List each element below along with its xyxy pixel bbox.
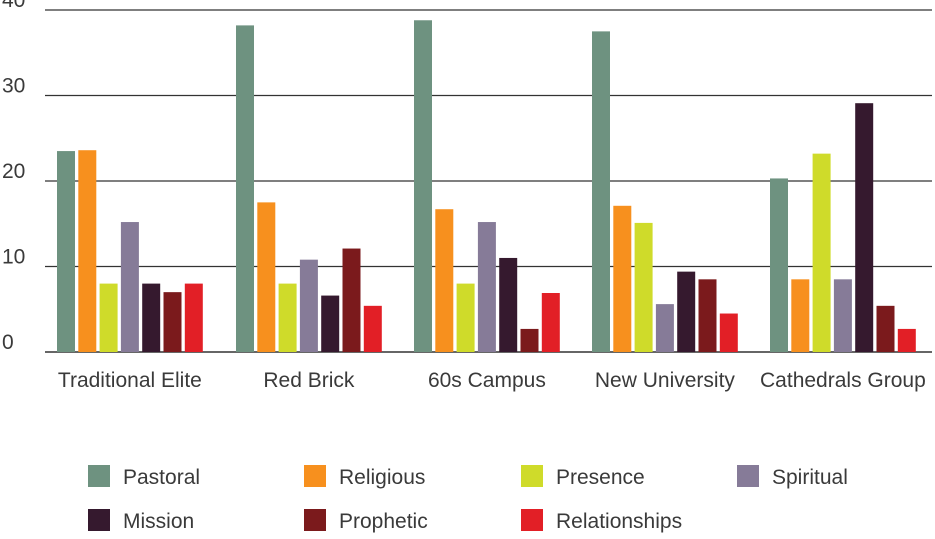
y-tick-label-40: 40: [2, 0, 25, 12]
legend-label-relationships: Relationships: [556, 510, 682, 533]
y-tick-label-20: 20: [2, 160, 25, 183]
bar-cathedrals-group-presence: [812, 153, 831, 352]
legend-label-presence: Presence: [556, 466, 645, 489]
bar-red-brick-prophetic: [342, 248, 361, 352]
legend-swatch-mission: [88, 509, 110, 531]
legend-item-spiritual: Spiritual: [737, 465, 848, 489]
legend-item-pastoral: Pastoral: [88, 465, 200, 489]
x-tick-label-60s-campus: 60s Campus: [428, 369, 546, 392]
bar-group-cathedrals-group: [770, 103, 916, 352]
legend-swatch-relationships: [521, 509, 543, 531]
bar-traditional-elite-relationships: [184, 283, 203, 352]
bar-60s-campus-prophetic: [520, 328, 539, 352]
bar-traditional-elite-spiritual: [120, 222, 139, 352]
bar-new-university-prophetic: [698, 279, 717, 352]
legend-swatch-presence: [521, 465, 543, 487]
bar-group-red-brick: [236, 25, 382, 352]
bar-new-university-mission: [677, 271, 696, 352]
bar-group-60s-campus: [414, 20, 560, 352]
bar-red-brick-spiritual: [299, 259, 318, 352]
legend-label-mission: Mission: [123, 510, 194, 533]
legend-swatch-prophetic: [304, 509, 326, 531]
x-axis-labels: Traditional Elite Red Brick 60s Campus New …: [58, 369, 926, 392]
legend-label-pastoral: Pastoral: [123, 466, 200, 489]
x-tick-label-cathedrals-group: Cathedrals Group: [760, 369, 926, 392]
bar-red-brick-religious: [257, 202, 276, 352]
bar-traditional-elite-pastoral: [57, 151, 75, 352]
y-tick-label-10: 10: [2, 246, 25, 269]
bar-traditional-elite-religious: [78, 150, 97, 352]
y-tick-label-30: 30: [2, 75, 25, 98]
legend-swatch-religious: [304, 465, 326, 487]
legend-swatch-spiritual: [737, 465, 759, 487]
x-tick-label-red-brick: Red Brick: [263, 369, 355, 392]
bar-cathedrals-group-mission: [855, 103, 874, 352]
bars: [57, 20, 916, 352]
bar-60s-campus-relationships: [541, 293, 560, 352]
bar-red-brick-relationships: [363, 305, 382, 352]
bar-new-university-relationships: [719, 313, 738, 352]
y-tick-label-0: 0: [2, 331, 14, 354]
legend-label-spiritual: Spiritual: [772, 466, 848, 489]
bar-red-brick-pastoral: [236, 25, 254, 352]
bar-traditional-elite-prophetic: [163, 292, 182, 352]
bar-new-university-religious: [613, 205, 632, 352]
bar-60s-campus-mission: [499, 257, 518, 352]
legend-item-prophetic: Prophetic: [304, 509, 428, 533]
legend-item-relationships: Relationships: [521, 509, 682, 533]
bar-cathedrals-group-prophetic: [876, 305, 895, 352]
legend-item-mission: Mission: [88, 509, 194, 533]
legend: Pastoral Religious Presence Spiritual Missio…: [88, 465, 848, 533]
bar-new-university-presence: [634, 222, 653, 352]
bar-new-university-spiritual: [655, 304, 674, 352]
x-tick-label-new-university: New University: [595, 369, 736, 392]
bar-60s-campus-presence: [456, 283, 475, 352]
bar-cathedrals-group-relationships: [897, 328, 916, 352]
x-tick-label-traditional-elite: Traditional Elite: [58, 369, 202, 392]
bar-cathedrals-group-pastoral: [770, 178, 788, 352]
bar-cathedrals-group-religious: [791, 279, 810, 352]
bar-red-brick-mission: [321, 295, 340, 352]
legend-item-presence: Presence: [521, 465, 645, 489]
bar-traditional-elite-presence: [99, 283, 118, 352]
bar-red-brick-presence: [278, 283, 297, 352]
legend-swatch-pastoral: [88, 465, 110, 487]
legend-label-religious: Religious: [339, 466, 425, 489]
y-axis-ticks: 0 10 20 30 40: [2, 0, 25, 354]
bar-cathedrals-group-spiritual: [833, 279, 852, 352]
bar-60s-campus-spiritual: [477, 222, 496, 352]
bar-60s-campus-pastoral: [414, 20, 432, 352]
bar-group-new-university: [592, 31, 738, 352]
legend-item-religious: Religious: [304, 465, 425, 489]
legend-label-prophetic: Prophetic: [339, 510, 428, 533]
bar-60s-campus-religious: [435, 209, 454, 352]
bar-new-university-pastoral: [592, 31, 610, 352]
bar-group-traditional-elite: [57, 150, 203, 352]
bar-traditional-elite-mission: [142, 283, 161, 352]
